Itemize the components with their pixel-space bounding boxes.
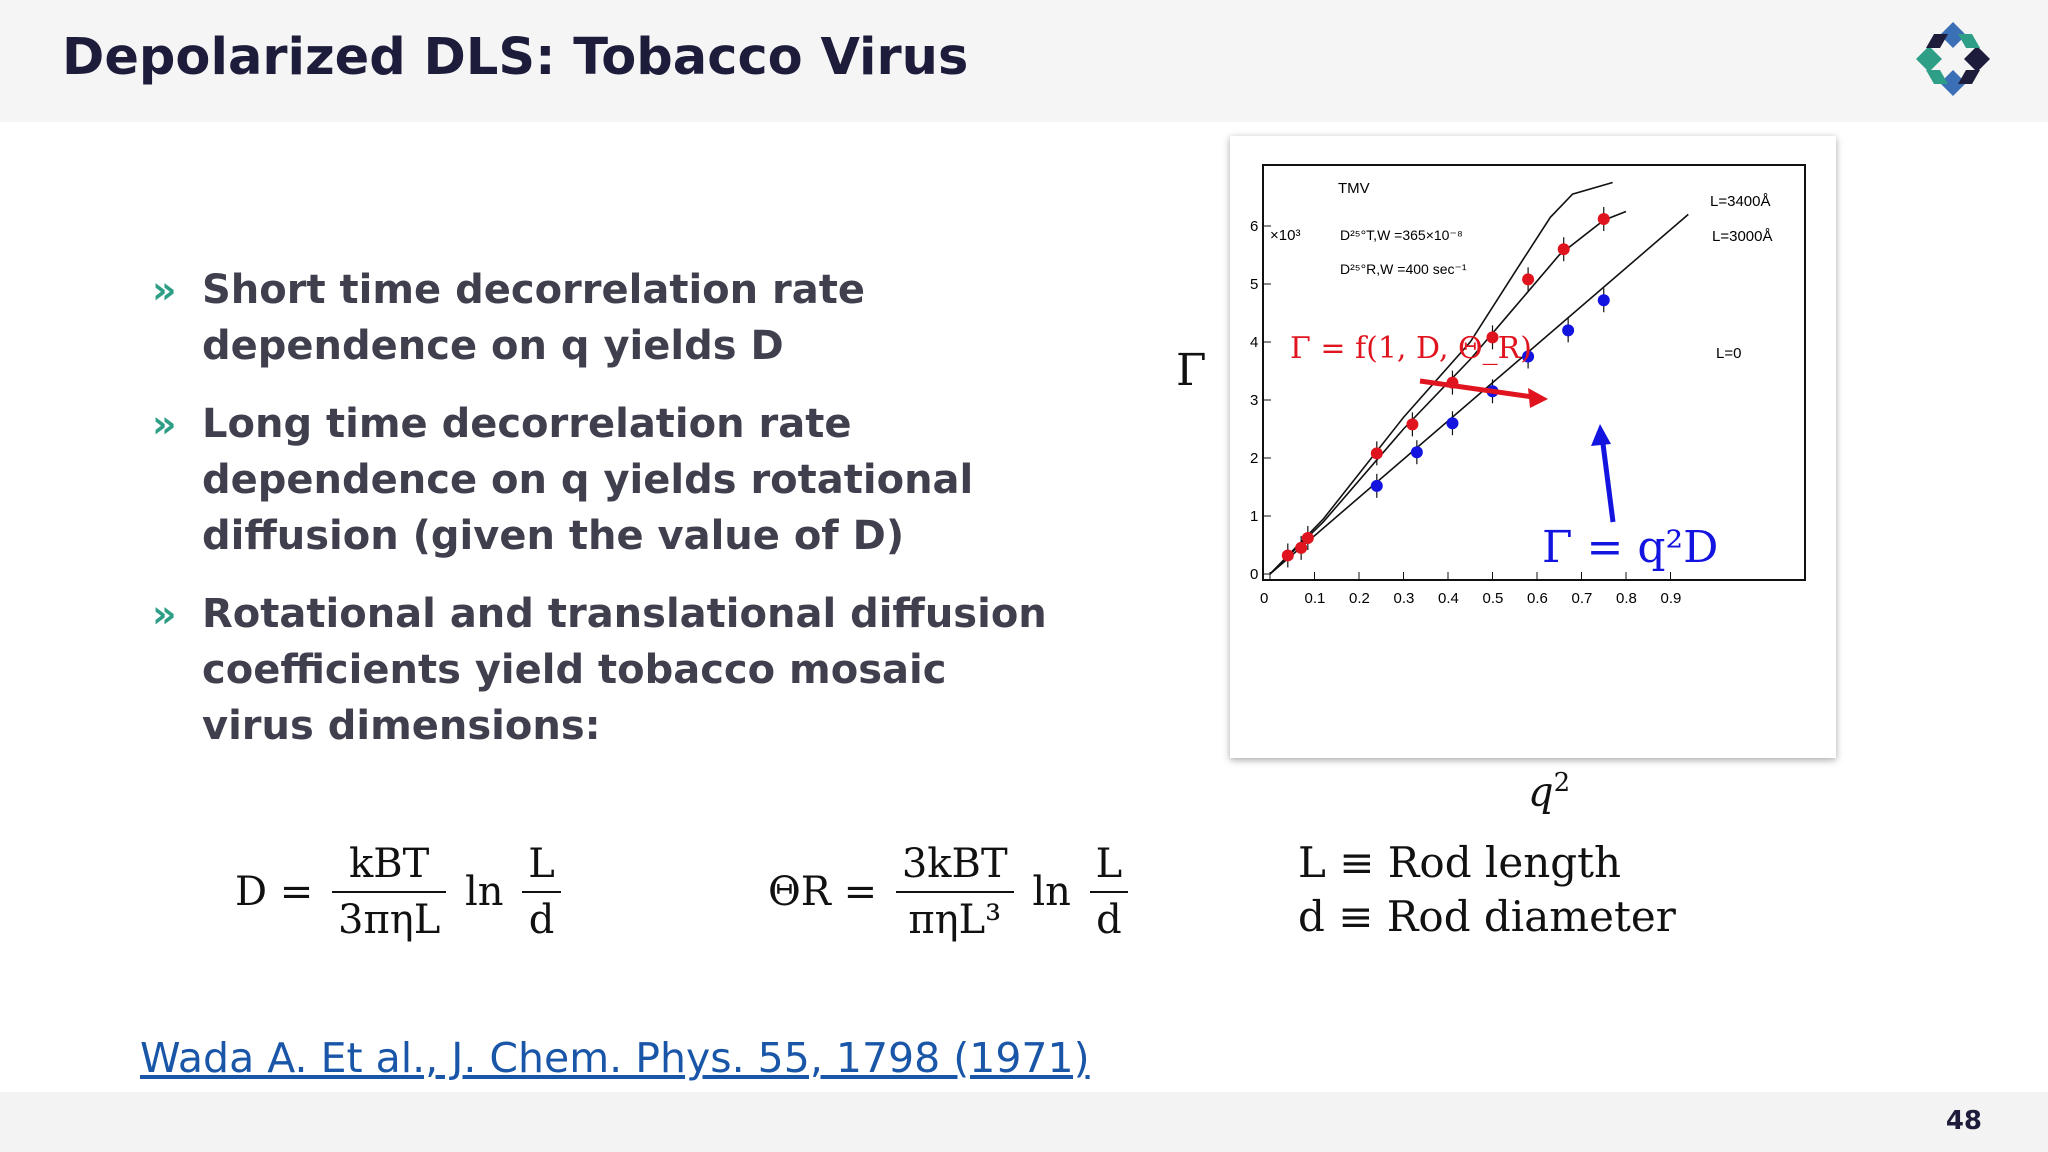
red-arrowhead xyxy=(1528,388,1548,408)
bullet-marker: » xyxy=(152,268,177,312)
curve-label-l0: L=0 xyxy=(1716,345,1741,362)
x-tick-label: 0.1 xyxy=(1305,590,1326,607)
curve-l3400 xyxy=(1269,181,1613,575)
x-tick-label: 0.5 xyxy=(1483,590,1504,607)
definition-length: L ≡ Rod length xyxy=(1298,838,1622,887)
y-tick-label: 6 xyxy=(1250,218,1258,235)
y-axis-label: Γ xyxy=(1176,345,1207,396)
y-tick-label: 3 xyxy=(1250,392,1258,409)
blue-arrow xyxy=(1599,435,1616,523)
citation-link[interactable]: Wada A. Et al., J. Chem. Phys. 55, 1798 … xyxy=(140,1034,1090,1082)
bullet-item: » Long time decorrelation rate dependenc… xyxy=(152,396,1052,564)
slide-footer xyxy=(0,1092,2048,1152)
data-point-red xyxy=(1486,331,1499,344)
data-point-red xyxy=(1557,243,1570,256)
exponent-label: ×10³ xyxy=(1270,227,1300,244)
data-point-red xyxy=(1281,549,1294,562)
curve-l0 xyxy=(1269,213,1689,575)
plot-frame xyxy=(1262,164,1806,581)
x-tick-label: 0.8 xyxy=(1616,590,1637,607)
x-tick-label: 0.6 xyxy=(1527,590,1548,607)
annotation-blue: Γ = q²D xyxy=(1542,522,1718,573)
x-axis-label: q2 xyxy=(1528,768,1571,816)
slide-title: Depolarized DLS: Tobacco Virus xyxy=(62,28,969,87)
x-tick-label: 0.3 xyxy=(1394,590,1415,607)
dtw-label: D²⁵°T,W =365×10⁻⁸ xyxy=(1340,227,1463,243)
definition-diameter: d ≡ Rod diameter xyxy=(1298,892,1676,941)
data-point-red xyxy=(1597,213,1610,226)
blue-arrowhead xyxy=(1591,424,1611,446)
y-tick-label: 4 xyxy=(1250,334,1258,351)
bullet-text: Rotational and translational diffusion c… xyxy=(202,591,1047,749)
tmv-figure: 0 1 2 3 4 5 6 0 0.1 0.2 0.3 0.4 0.5 0.6 0.7 0.8 0.9 TMV … xyxy=(1230,136,1836,758)
bullet-text: Long time decorrelation rate dependence … xyxy=(202,401,974,559)
data-point-blue xyxy=(1410,446,1423,459)
data-point-blue xyxy=(1522,350,1535,363)
tmv-label: TMV xyxy=(1338,180,1370,197)
data-point-red xyxy=(1406,418,1419,431)
y-tick-label: 5 xyxy=(1250,276,1258,293)
bullet-text: Short time decorrelation rate dependence… xyxy=(202,267,866,369)
data-point-red xyxy=(1370,447,1383,460)
x-tick-label: 0.9 xyxy=(1661,590,1682,607)
curve-label-3400: L=3400Å xyxy=(1710,193,1770,210)
x-tick-label: 0.7 xyxy=(1572,590,1593,607)
slide-header xyxy=(0,0,2048,122)
page-number: 48 xyxy=(1945,1106,1982,1136)
bullet-list: » Short time decorrelation rate dependen… xyxy=(152,262,1052,776)
x-tick-label: 0.4 xyxy=(1438,590,1459,607)
curve-label-3000: L=3000Å xyxy=(1712,228,1772,245)
annotation-red: Γ = f(1, D, Θ_R) xyxy=(1290,331,1532,366)
bullet-marker: » xyxy=(152,592,177,636)
data-point-blue xyxy=(1562,324,1575,337)
y-tick-label: 0 xyxy=(1250,566,1258,583)
bullet-item: » Short time decorrelation rate dependen… xyxy=(152,262,1052,374)
data-point-red xyxy=(1522,273,1535,286)
data-point-blue xyxy=(1446,417,1459,430)
x-tick-label: 0 xyxy=(1260,590,1268,607)
drw-label: D²⁵°R,W =400 sec⁻¹ xyxy=(1340,261,1467,277)
bullet-item: » Rotational and translational diffusion… xyxy=(152,586,1052,754)
four-diamond-logo-icon xyxy=(1914,20,1992,98)
bullet-marker: » xyxy=(152,402,177,446)
data-point-blue xyxy=(1597,294,1610,307)
y-tick-label: 2 xyxy=(1250,450,1258,467)
data-point-red xyxy=(1295,541,1308,554)
definitions: L ≡ Rod length d ≡ Rod diameter xyxy=(1298,836,1676,944)
data-point-red xyxy=(1301,532,1314,545)
x-tick-label: 0.2 xyxy=(1349,590,1370,607)
data-point-blue xyxy=(1370,479,1383,492)
red-arrow xyxy=(1419,378,1541,401)
y-tick-label: 1 xyxy=(1250,508,1258,525)
